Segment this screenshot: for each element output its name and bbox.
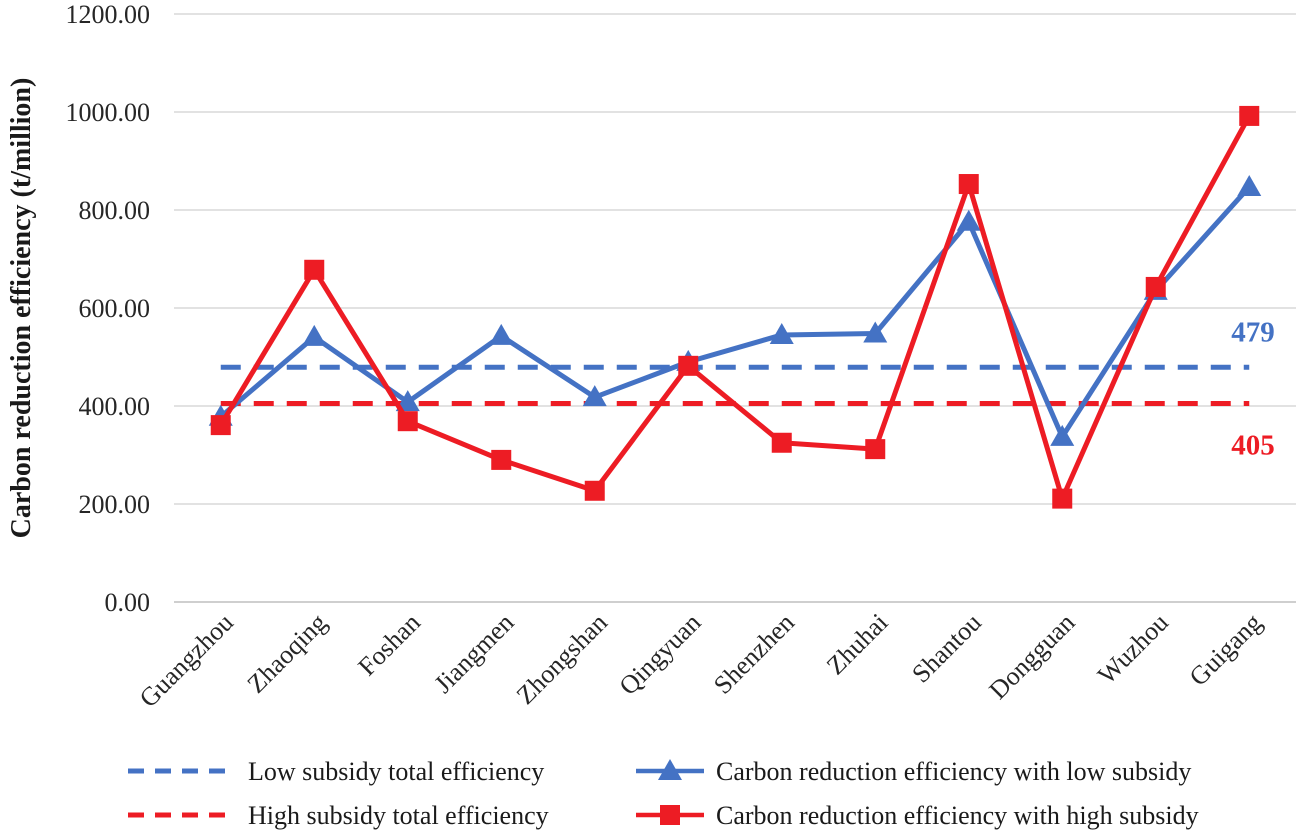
x-category-label: Shantou [906,608,987,689]
square-marker [584,480,605,501]
legend-item: Carbon reduction efficiency with high su… [636,801,1199,830]
x-category-label: Jiangmen [429,608,520,699]
x-category-label: Qingyuan [613,608,706,701]
series-high-subsidy [210,105,1260,509]
triangle-marker [582,385,607,407]
legend-label: High subsidy total efficiency [248,801,549,830]
y-axis-title: Carbon reduction efficiency (t/million) [6,78,37,539]
square-marker [304,259,325,280]
series-line [218,184,1252,440]
square-marker [1052,488,1073,509]
square-marker [397,411,418,432]
y-tick-label: 1000.00 [66,98,151,127]
legend-label: Low subsidy total efficiency [248,757,544,786]
square-marker [1145,276,1166,297]
x-category-label: Zhuhai [821,608,894,681]
x-category-label: Zhaoqing [242,608,333,699]
legend-label: Carbon reduction efficiency with high su… [716,801,1199,830]
triangle-marker [302,324,327,346]
square-marker [660,805,680,825]
x-category-label: Dongguan [983,608,1080,705]
reference-value-annotation: 405 [1231,430,1275,462]
y-tick-label: 1200.00 [66,0,151,29]
triangle-marker [956,209,981,231]
x-category-label: Guangzhou [134,608,239,713]
triangle-marker [863,321,888,343]
square-marker [678,355,699,376]
x-category-label: Guigang [1184,608,1268,692]
y-tick-label: 0.00 [105,588,151,617]
y-tick-label: 800.00 [79,196,151,225]
y-tick-label: 400.00 [79,392,151,421]
series-line [218,113,1252,502]
legend-item: Low subsidy total efficiency [128,757,544,786]
triangle-marker [769,322,794,344]
square-marker [771,432,792,453]
x-category-label: Zhongshan [511,608,613,710]
y-tick-label: 200.00 [79,490,151,519]
square-marker [865,439,886,460]
legend-item: Carbon reduction efficiency with low sub… [636,757,1191,786]
square-marker [958,174,979,195]
square-marker [210,415,231,436]
x-category-label: Foshan [352,608,426,682]
square-marker [1239,105,1260,126]
legend-item: High subsidy total efficiency [128,801,549,830]
reference-value-annotation: 479 [1231,316,1275,348]
x-category-label: Shenzhen [708,608,800,700]
legend-label: Carbon reduction efficiency with low sub… [716,757,1191,786]
y-tick-label: 600.00 [79,294,151,323]
triangle-marker [395,390,420,412]
triangle-marker [489,323,514,345]
triangle-marker [1050,424,1075,446]
triangle-marker [658,759,682,780]
square-marker [491,449,512,470]
x-category-label: Wuzhou [1092,608,1174,690]
triangle-marker [1237,174,1262,196]
